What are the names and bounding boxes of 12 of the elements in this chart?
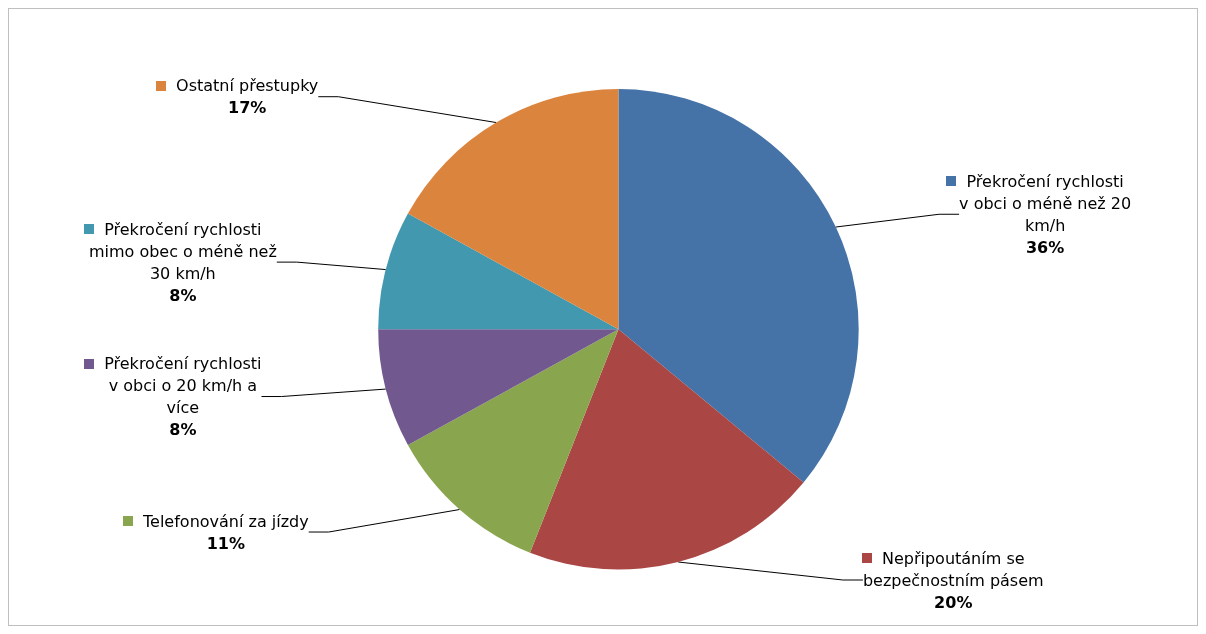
data-label: 20% bbox=[934, 592, 973, 612]
data-label: 17% bbox=[228, 98, 267, 118]
legend-label: Překročení rychlosti v obci o 20 km/h a více bbox=[104, 354, 262, 418]
legend-label: Ostatní přestupky bbox=[176, 76, 319, 96]
legend-label: Nepřipoutáním se bezpečnostním pásem bbox=[862, 548, 1044, 590]
data-label: 11% bbox=[206, 533, 246, 553]
legend-label: Překročení rychlosti v obci o méně než 20 km/h bbox=[959, 171, 1132, 235]
legend-label: Překročení rychlosti mimo obec o méně než 30 km/h bbox=[88, 219, 277, 283]
legend-label: Telefonování za jízdy bbox=[142, 511, 309, 531]
data-label: 36% bbox=[1025, 237, 1065, 257]
data-label: 8% bbox=[169, 420, 197, 440]
data-label: 8% bbox=[169, 285, 197, 305]
